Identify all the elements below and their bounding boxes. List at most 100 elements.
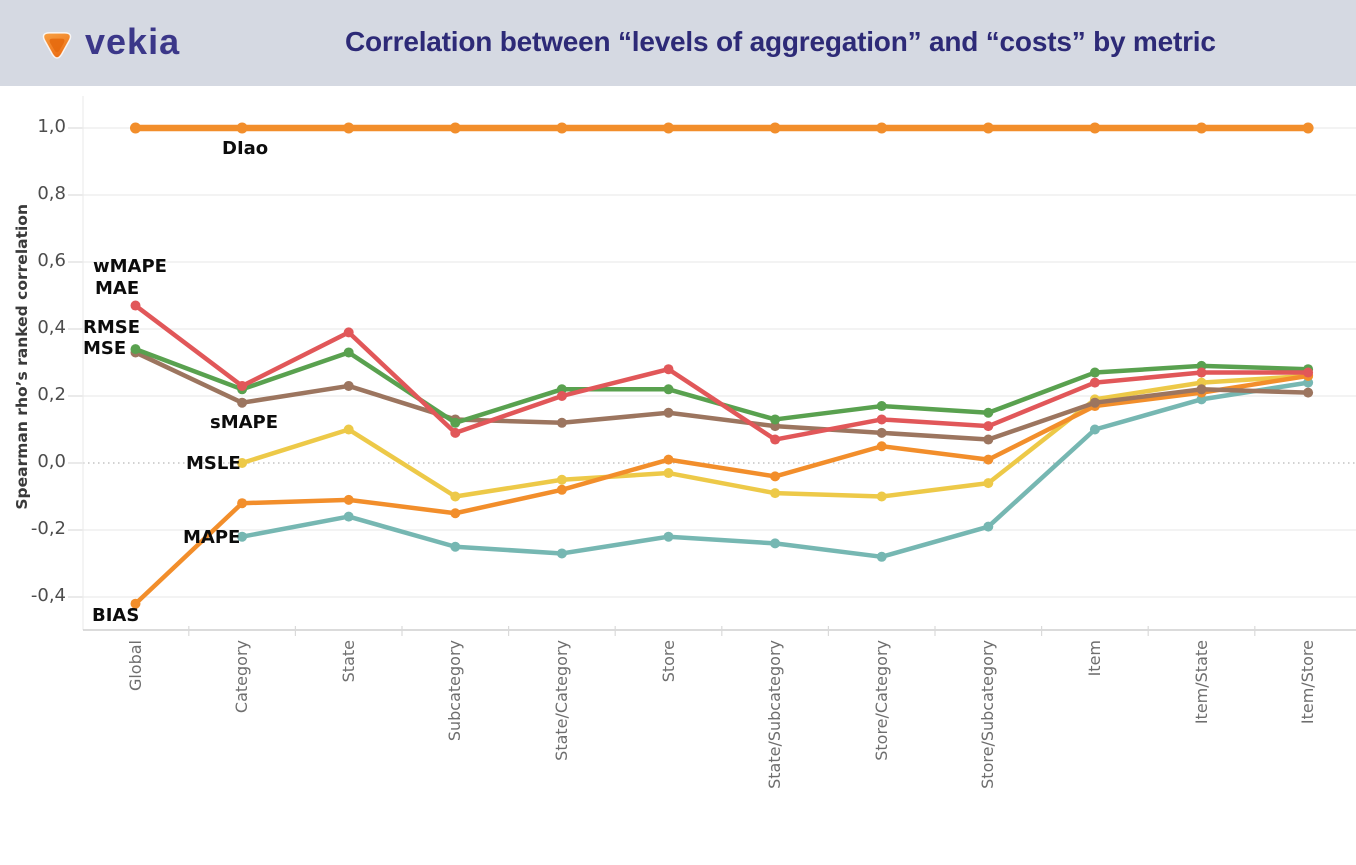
data-point-DIao [343, 122, 355, 134]
y-axis-title: Spearman rho’s ranked correlation [13, 204, 31, 510]
data-point-DIao [1196, 122, 1207, 134]
data-point-BIAS [237, 498, 248, 509]
data-point-MAPE [983, 521, 994, 532]
data-point-MSE-RMSE [983, 407, 994, 418]
data-point-MSE-RMSE [876, 401, 887, 412]
data-point-MAE-wMAPE [876, 414, 887, 425]
data-point-BIAS [983, 454, 994, 465]
data-point-BIAS [663, 454, 674, 465]
y-tick-label: 0,6 [37, 250, 66, 271]
data-point-MAE-wMAPE [1196, 367, 1207, 378]
series-line-MSE-RMSE [133, 346, 1311, 426]
data-point-BIAS [343, 494, 354, 505]
data-point-MAPE [1089, 424, 1100, 435]
data-point-MSLE [343, 424, 354, 435]
data-point-DIao [1302, 122, 1314, 134]
data-point-MAE-wMAPE [450, 427, 461, 438]
chart-area: 1,0 0,8 0,6 0,4 0,2 0,0 -0,2 -0,4 Global Categor… [0, 86, 1356, 865]
data-point-DIao [236, 122, 248, 134]
series-label-MSLE: MSLE [186, 453, 241, 474]
y-tick-label: 0,8 [37, 183, 66, 204]
data-point-sMAPE [1303, 387, 1314, 398]
data-point-DIao [982, 122, 994, 134]
data-point-sMAPE [556, 417, 567, 428]
data-point-MSLE [237, 458, 248, 468]
data-point-sMAPE [983, 434, 994, 445]
data-point-MSLE [770, 488, 781, 499]
data-point-MSE-RMSE [130, 344, 141, 355]
data-point-MAE-wMAPE [343, 327, 354, 338]
x-tick-label: State/Category [551, 640, 571, 761]
vekia-logo-text: vekia [85, 21, 181, 62]
series-label-DIao: DIao [222, 138, 269, 159]
data-point-MSE-RMSE [663, 384, 674, 395]
series-line-MAE-wMAPE [133, 303, 1311, 442]
x-tick-label: State/Subcategory [765, 640, 785, 789]
data-point-MSE-RMSE [343, 347, 354, 358]
header: vekia Correlation between “levels of agg… [0, 0, 1356, 86]
data-point-DIao [449, 122, 461, 134]
data-point-MSLE [450, 491, 461, 502]
data-point-sMAPE [1196, 384, 1207, 395]
data-point-MAE-wMAPE [770, 434, 781, 445]
series-label-wMAPE: wMAPE [93, 256, 167, 277]
data-point-MAPE [237, 531, 248, 542]
data-point-sMAPE [237, 397, 248, 408]
chart-canvas [68, 96, 1356, 636]
data-point-MSLE [556, 474, 567, 485]
data-point-MAE-wMAPE [1089, 377, 1100, 388]
data-point-MAPE [343, 511, 354, 522]
x-tick-label: Store/Category [871, 640, 891, 761]
series-line-BIAS [133, 373, 1311, 606]
x-tick-label: Item/State [1191, 640, 1211, 725]
series-label-MSE: MSE [83, 338, 127, 359]
data-point-MAE-wMAPE [1303, 367, 1314, 378]
data-point-BIAS [130, 598, 141, 609]
data-point-BIAS [770, 471, 781, 482]
series-label-MAE: MAE [95, 278, 140, 299]
series-label-BIAS: BIAS [92, 605, 140, 626]
data-point-MSE-RMSE [1089, 367, 1100, 378]
data-point-sMAPE [1089, 397, 1100, 408]
data-point-DIao [876, 122, 888, 134]
data-point-DIao [1089, 122, 1101, 134]
data-point-MAPE [663, 531, 674, 542]
data-point-sMAPE [343, 380, 354, 391]
y-tick-label: 0,4 [37, 317, 66, 338]
x-tick-label: State [338, 640, 358, 683]
y-tick-label: 0,2 [37, 384, 66, 405]
data-point-sMAPE [663, 407, 674, 418]
data-point-DIao [769, 122, 781, 134]
data-point-MSE-RMSE [450, 417, 461, 428]
series-line-sMAPE [133, 350, 1311, 442]
data-point-MSLE [983, 478, 994, 489]
x-tick-label: Category [232, 640, 252, 714]
data-point-BIAS [556, 484, 567, 495]
data-point-DIao [663, 122, 674, 134]
data-point-MAE-wMAPE [663, 364, 674, 375]
y-tick-label: -0,4 [30, 585, 66, 606]
y-tick-label: 1,0 [37, 116, 66, 137]
series-label-MAPE: MAPE [183, 527, 241, 548]
series-label-sMAPE: sMAPE [210, 412, 279, 433]
y-tick-label: -0,2 [30, 518, 66, 539]
data-point-MAPE [556, 548, 567, 559]
data-point-MAE-wMAPE [556, 391, 567, 401]
data-point-DIao [130, 122, 141, 134]
data-point-MSLE [663, 468, 674, 479]
data-point-MSE-RMSE [770, 414, 781, 425]
y-tick-label: 0,0 [37, 451, 66, 472]
series-label-RMSE: RMSE [83, 317, 141, 338]
data-point-MAE-wMAPE [983, 421, 994, 432]
data-point-MAE-wMAPE [130, 300, 141, 311]
x-tick-label: Subcategory [445, 640, 465, 742]
x-tick-label: Item/Store [1298, 640, 1318, 725]
page-title: Correlation between “levels of aggregati… [345, 26, 1216, 57]
data-point-MAPE [876, 551, 887, 562]
data-point-MSLE [876, 491, 887, 502]
series-line-MAPE [239, 380, 1311, 560]
data-point-MAE-wMAPE [237, 380, 248, 391]
data-point-MAPE [770, 538, 781, 549]
x-tick-label: Store/Subcategory [978, 640, 998, 789]
